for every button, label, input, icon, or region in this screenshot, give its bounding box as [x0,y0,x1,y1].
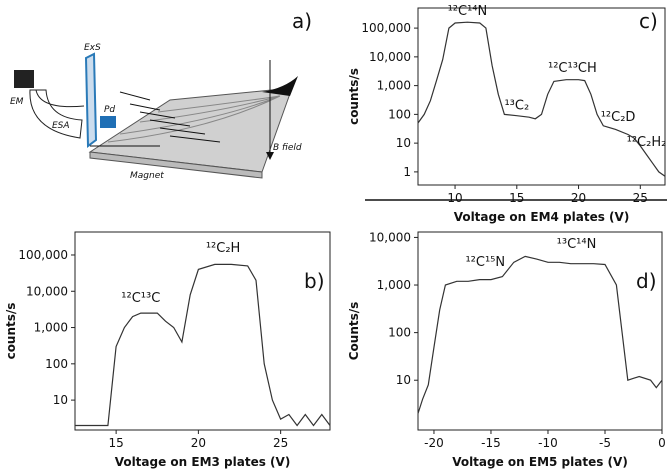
annotation: ¹²C₂H₂ [627,135,667,150]
y-axis-title: counts/s [4,303,18,360]
annotation: ¹²C₂H [206,241,241,256]
diagram-label: B field [273,143,302,153]
y-tick-label: 1,000 [34,321,68,335]
x-tick-label: 25 [633,191,648,205]
x-tick-label: -20 [424,436,444,450]
x-tick-label: -10 [538,436,558,450]
y-tick-label: 10,000 [369,230,411,244]
magnet-side [89,151,263,179]
y-tick-label: 1,000 [377,79,411,93]
pd-foil [100,116,116,128]
exb-filter [84,52,98,148]
annotation: ¹²C¹³C [121,291,160,306]
x-tick-label: -5 [599,436,611,450]
x-axis-title: Voltage on EM5 plates (V) [452,455,628,469]
annotation: ¹²C₂D [601,110,636,125]
esa [29,89,83,139]
annotation: ¹³C₂ [504,98,529,113]
y-tick-label: 100,000 [361,21,411,35]
annotation: ¹³C¹⁴N [557,237,597,252]
beam [262,76,298,96]
y-tick-label: 10 [53,393,68,407]
y-tick-label: 100 [388,107,411,121]
y-tick-label: 10,000 [369,50,411,64]
b-field-head [266,152,274,160]
x-tick-label: 20 [571,191,586,205]
panel-label: d) [636,269,657,293]
annotation: ¹²C¹³CH [548,61,597,76]
x-tick-label: 25 [273,436,288,450]
x-tick-label: 0 [658,436,666,450]
plot-frame [417,231,663,431]
x-tick-label: -15 [481,436,501,450]
panel-label: c) [639,9,658,33]
panel-label: a) [292,9,312,33]
y-axis-title: counts/s [347,68,361,125]
diagram-label: ESA [52,121,70,131]
trajectories [107,95,281,143]
data-line [75,263,331,427]
y-tick-label: 10,000 [26,284,68,298]
x-axis-title: Voltage on EM3 plates (V) [115,455,291,469]
y-tick-label: 100 [45,357,68,371]
x-tick-label: 20 [191,436,206,450]
x-axis-title: Voltage on EM4 plates (V) [454,210,630,224]
y-axis-title: Counts/s [347,302,361,361]
data-line [417,255,663,414]
plot-frame [74,231,331,431]
y-tick-label: 1,000 [377,278,411,292]
diagram-label: Magnet [130,171,164,181]
x-tick-label: 15 [509,191,524,205]
annotation: ¹²C¹⁵N [465,255,505,270]
annotation: ¹²C¹⁴N [448,4,488,19]
y-tick-label: 100 [388,326,411,340]
plot-frame [417,7,666,186]
diagram-label: ExS [84,43,101,53]
data-line [417,21,666,177]
y-tick-label: 100,000 [18,248,68,262]
x-tick-label: 15 [108,436,123,450]
x-tick-label: 10 [447,191,462,205]
diagram-label: EM [10,97,24,107]
y-tick-label: 1 [403,165,411,179]
y-tick-label: 10 [396,373,411,387]
esa-edge [35,89,85,108]
diagram: EM ESA ExS Pd Magnet B field a) [10,9,312,181]
diagram-label: Pd [104,105,115,115]
panel-label: b) [304,269,325,293]
y-tick-label: 10 [396,136,411,150]
ion-arrows [90,91,221,147]
em-detector [14,70,34,88]
